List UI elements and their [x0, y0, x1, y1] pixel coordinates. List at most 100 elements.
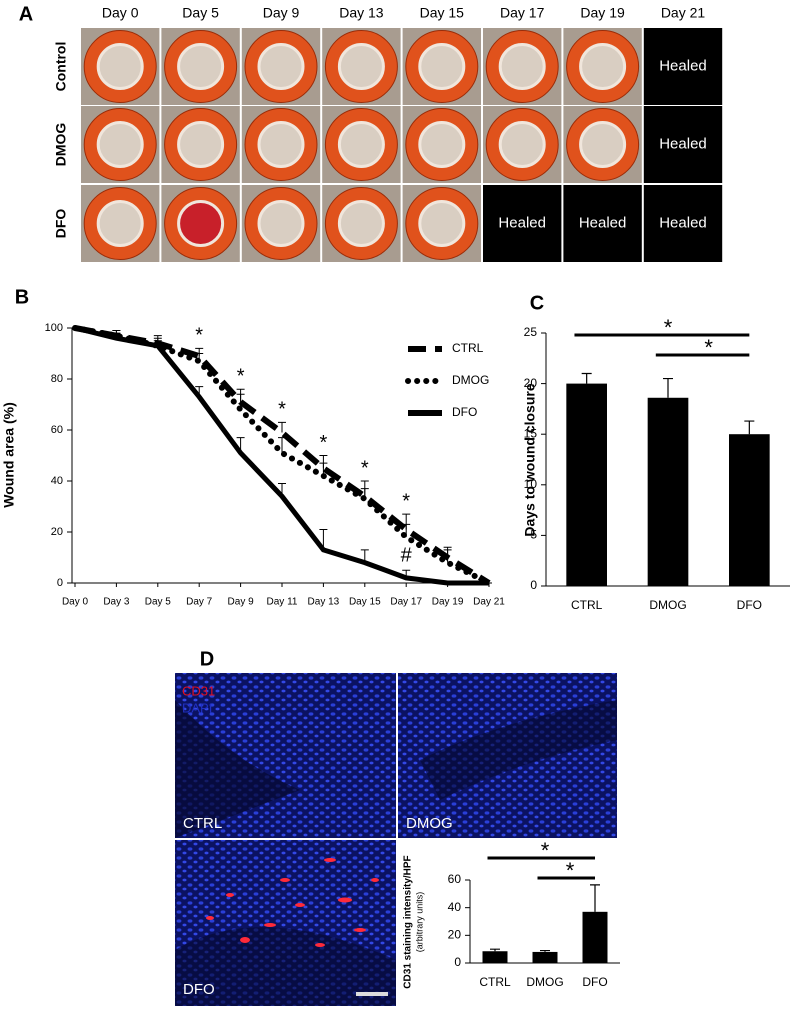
error-bar: [236, 437, 245, 453]
wound-bed: [96, 121, 144, 168]
annotation: *: [278, 399, 286, 421]
error-bar: [402, 569, 411, 578]
error-bar: [590, 884, 600, 912]
error-bar: [278, 421, 286, 433]
y-axis-sublabel: (arbitrary units): [414, 892, 424, 953]
wound-bed: [337, 200, 385, 247]
wound-bed: [96, 200, 144, 247]
stain-label: DAPI: [182, 700, 212, 715]
stain-label: CD31: [182, 683, 215, 698]
error-bar: [112, 332, 121, 339]
y-tick-label: 60: [51, 424, 63, 436]
healed-cell: [643, 185, 723, 262]
bar: [582, 911, 608, 963]
y-axis-label: CD31 staining intensity/HPF: [403, 855, 414, 988]
x-tick-label: DFO: [582, 975, 607, 989]
error-bar: [402, 523, 411, 538]
wound-bed: [418, 121, 466, 168]
x-tick-label: Day 7: [186, 597, 213, 608]
x-tick-label: Day 3: [103, 597, 130, 608]
bar: [566, 383, 607, 586]
annotation: #: [401, 545, 413, 567]
tissue-shadow: [175, 927, 396, 1006]
legend-label: DFO: [452, 405, 477, 419]
healed-cell: [483, 185, 562, 262]
y-tick-label: 0: [530, 578, 537, 592]
y-tick-label: 25: [524, 325, 538, 339]
error-bar: [490, 948, 500, 952]
y-tick-label: 80: [51, 373, 63, 385]
error-bar: [360, 549, 369, 563]
y-tick-label: 0: [57, 577, 63, 589]
panel-label: D: [200, 648, 214, 670]
healed-label: Healed: [659, 57, 707, 74]
healed-label: Healed: [659, 135, 707, 152]
healed-cell: [643, 28, 723, 105]
bar: [647, 397, 689, 586]
panel-label: A: [19, 3, 33, 25]
scale-bar: [356, 992, 388, 996]
error-bar: [319, 528, 328, 550]
column-header: Day 15: [420, 5, 465, 21]
wound-bed: [498, 43, 546, 90]
tissue-shadow: [420, 700, 617, 800]
column-header: Day 21: [661, 5, 706, 21]
column-header: Day 5: [182, 5, 219, 21]
significance-label: *: [541, 838, 550, 863]
x-tick-label: Day 15: [349, 597, 381, 608]
panel-label: B: [15, 286, 29, 308]
y-tick-label: 40: [448, 900, 462, 914]
significance-label: *: [566, 858, 575, 883]
x-tick-label: Day 11: [267, 597, 298, 608]
significance-label: *: [664, 315, 673, 340]
y-axis-label: Wound area (%): [1, 402, 17, 508]
row-label: Control: [53, 42, 69, 92]
wound-bed: [257, 200, 305, 247]
row-label: DMOG: [53, 123, 69, 167]
wound-bed: [337, 43, 385, 90]
error-bar: [443, 549, 452, 563]
error-bar: [663, 377, 673, 398]
x-tick-label: Day 5: [145, 597, 172, 608]
wound-bed: [257, 121, 305, 168]
x-tick-label: Day 13: [308, 597, 340, 608]
y-tick-label: 0: [454, 955, 461, 969]
healed-label: Healed: [498, 214, 546, 231]
column-header: Day 19: [580, 5, 625, 21]
y-tick-label: 20: [524, 376, 538, 390]
error-bar: [319, 462, 328, 476]
x-tick-label: Day 21: [473, 597, 505, 608]
error-bar: [195, 386, 204, 397]
panel-label: C: [530, 292, 544, 314]
y-tick-label: 5: [530, 528, 537, 542]
column-header: Day 9: [263, 5, 300, 21]
column-header: Day 13: [339, 5, 384, 21]
wound-bed: [337, 121, 385, 168]
error-bar: [278, 437, 286, 453]
wound-bed: [579, 43, 627, 90]
significance-label: *: [704, 335, 713, 360]
healed-label: Healed: [659, 214, 707, 231]
x-tick-label: DMOG: [649, 598, 686, 612]
x-tick-label: CTRL: [571, 598, 603, 612]
wound-bed: [579, 121, 627, 168]
image-label: DFO: [183, 981, 215, 998]
legend-label: CTRL: [452, 341, 484, 355]
wound-bed: [96, 43, 144, 90]
x-tick-label: Day 19: [432, 597, 464, 608]
y-tick-label: 20: [51, 526, 63, 538]
x-tick-label: DMOG: [526, 975, 563, 989]
annotation: *: [320, 432, 328, 454]
error-bar: [540, 949, 550, 952]
image-label: CTRL: [183, 815, 222, 832]
error-bar: [153, 340, 162, 346]
cd31-stain: [206, 858, 379, 947]
x-tick-label: Day 0: [62, 597, 89, 608]
healed-cell: [643, 106, 723, 183]
y-tick-label: 100: [45, 322, 63, 334]
wound-bed: [177, 121, 225, 168]
error-bar: [278, 483, 286, 497]
error-bar: [236, 393, 245, 410]
